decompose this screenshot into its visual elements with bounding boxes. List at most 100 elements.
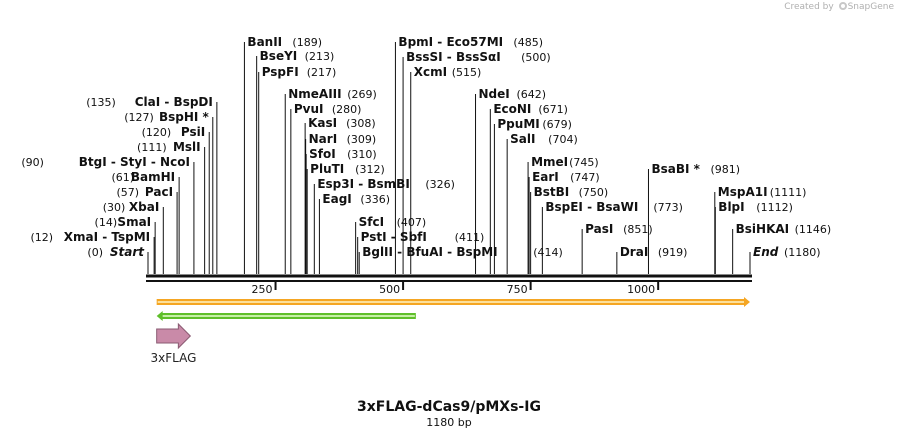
- site-position: (1180): [784, 246, 821, 259]
- ruler-tick-label: 1000: [627, 283, 655, 296]
- site-name: PasI: [585, 222, 613, 236]
- site-position: (326): [425, 178, 455, 191]
- site-name: BssSI - BssSαI: [406, 50, 501, 64]
- site-smai: SmaI(14): [95, 215, 156, 274]
- site-name: SmaI: [117, 215, 151, 229]
- site-paci: PacI (57): [116, 185, 178, 274]
- site-name: BamHI: [131, 170, 175, 184]
- site-bsihkai: BsiHKAI (1146): [732, 222, 831, 274]
- site-position: (704): [548, 133, 578, 146]
- credit-prefix: Created by: [784, 2, 834, 12]
- site-name: PluTI: [310, 162, 344, 176]
- site-position: (414): [533, 246, 563, 259]
- site-name: EcoNI: [493, 102, 531, 116]
- site-position: (308): [346, 117, 376, 130]
- site-position: (217): [307, 66, 337, 79]
- site-position: (310): [347, 148, 377, 161]
- site-position: (213): [305, 50, 335, 63]
- site-name: NdeI: [479, 87, 510, 101]
- site-name: DraI: [620, 245, 648, 259]
- credit-brand: SnapGene: [847, 2, 894, 12]
- site-name: NarI: [309, 132, 338, 146]
- site-name: BglII - BfuAI - BspMI: [362, 245, 497, 259]
- site-name: BsiHKAI: [736, 222, 790, 236]
- site-name: NmeAIII: [288, 87, 341, 101]
- site-name: PsiI: [181, 125, 205, 139]
- site-xcmi: XcmI (515): [410, 65, 482, 274]
- site-bsabi-: BsaBI * (981): [647, 162, 740, 274]
- site-blpi: BlpI (1112): [714, 200, 793, 274]
- site-name: BsaBI *: [651, 162, 700, 176]
- site-name: SfcI: [359, 215, 384, 229]
- site-position: (336): [360, 193, 390, 206]
- site-position: (127): [124, 111, 154, 124]
- site-position: (312): [355, 163, 385, 176]
- site-position: (120): [142, 126, 172, 139]
- site-clai-bspdi: ClaI - BspDI (135): [86, 95, 218, 274]
- site-msli: MslI (111): [137, 140, 206, 274]
- orf-arrow-reverse: [156, 311, 416, 321]
- site-name: ClaI - BspDI: [135, 95, 213, 109]
- site-bspei-bsawi: BspEI - BsaWI (773): [541, 200, 683, 274]
- site-name: Start: [110, 245, 145, 259]
- site-position: (14): [95, 216, 118, 229]
- snapgene-credit: Created by SnapGene: [784, 2, 894, 12]
- site-name: BseYI: [260, 49, 298, 63]
- site-position: (407): [397, 216, 427, 229]
- site-position: (851): [623, 223, 653, 236]
- site-nmeaiii: NmeAIII (269): [284, 87, 377, 274]
- site-position: (750): [579, 186, 609, 199]
- site-name: BpmI - Eco57MI: [398, 35, 503, 49]
- site-name: PacI: [145, 185, 173, 199]
- site-name: Esp3I - BsmBI: [317, 177, 409, 191]
- site-sfoi: SfoI (310): [305, 147, 377, 274]
- site-bpmi-eco57mi: BpmI - Eco57MI (485): [394, 35, 543, 274]
- site-kasi: KasI (308): [304, 116, 376, 274]
- site-position: (189): [292, 36, 322, 49]
- site-position: (111): [137, 141, 167, 154]
- site-name: MmeI: [531, 155, 568, 169]
- site-name: BspHI *: [159, 110, 210, 124]
- ruler-tick-label: 250: [252, 283, 273, 296]
- site-name: PpuMI: [497, 117, 539, 131]
- site-position: (309): [347, 133, 377, 146]
- site-xbai: XbaI(30): [103, 200, 164, 274]
- site-position: (135): [86, 96, 116, 109]
- site-name: EagI: [322, 192, 351, 206]
- site-start: Start (0): [87, 245, 149, 274]
- site-position: (12): [31, 231, 54, 244]
- site-name: PvuI: [294, 102, 324, 116]
- ruler-tick-label: 750: [507, 283, 528, 296]
- site-nari: NarI (309): [305, 132, 377, 274]
- site-drai: DraI (919): [616, 245, 687, 274]
- site-pluti: PluTI (312): [306, 162, 385, 274]
- orf-arrow-forward: [156, 297, 751, 307]
- site-position: (280): [332, 103, 362, 116]
- site-position: (485): [513, 36, 543, 49]
- site-position: (500): [521, 51, 551, 64]
- site-name: BspEI - BsaWI: [545, 200, 638, 214]
- site-ppumi: PpuMI (679): [493, 117, 572, 274]
- site-banii: BanII (189): [243, 35, 322, 274]
- site-bsphi-: BspHI * (127): [124, 110, 214, 274]
- site-sali: SalI (704): [506, 132, 578, 274]
- site-name: SalI: [510, 132, 535, 146]
- site-econi: EcoNI (671): [489, 102, 568, 274]
- site-mmei: MmeI (745): [527, 155, 599, 274]
- site-psii: PsiI (120): [142, 125, 210, 274]
- site-position: (269): [347, 88, 377, 101]
- site-end: End (1180): [749, 245, 821, 274]
- site-position: (1111): [770, 186, 807, 199]
- site-name: PstI - SbfI: [361, 230, 427, 244]
- site-name: PspFI: [262, 65, 299, 79]
- site-name: BanII: [247, 35, 282, 49]
- site-name: BlpI: [718, 200, 744, 214]
- site-eagi: EagI (336): [318, 192, 390, 274]
- site-position: (515): [452, 66, 482, 79]
- site-bglii-bfuai-bspmi: BglII - BfuAI - BspMI (414): [358, 245, 563, 274]
- site-mspa1i: MspA1I (1111): [714, 185, 807, 274]
- site-sfci: SfcI (407): [355, 215, 427, 274]
- site-eari: EarI (747): [528, 170, 600, 274]
- site-bsssi-bsss-i: BssSI - BssSαI (500): [402, 50, 551, 274]
